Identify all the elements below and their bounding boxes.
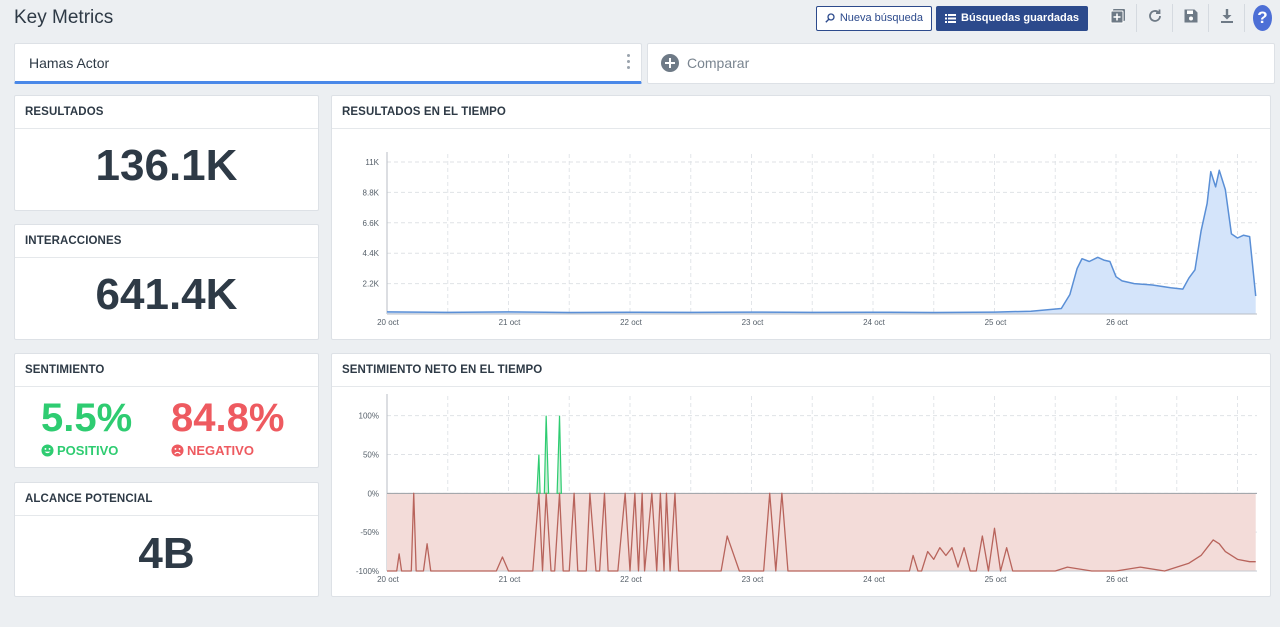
reach-value: 4B xyxy=(138,529,195,578)
x-tick-label: 23 oct xyxy=(742,575,765,584)
positive-peak xyxy=(556,415,562,494)
results-title: RESULTADOS xyxy=(15,96,318,129)
results-over-time-chart: 2.2K 4.4K 6.6K 8.8K 11K 20 oct 21 oct 22 oct 23 … xyxy=(363,152,1257,327)
download-icon xyxy=(1219,8,1235,29)
positive-peak xyxy=(536,454,541,494)
frown-icon xyxy=(171,444,184,457)
saved-searches-button[interactable]: Búsquedas guardadas xyxy=(936,5,1088,31)
query-tab-primary[interactable]: Hamas Actor xyxy=(14,43,642,84)
new-search-button[interactable]: Nueva búsqueda xyxy=(815,5,933,31)
page-title: Key Metrics xyxy=(14,7,114,28)
negative-label: NEGATIVO xyxy=(187,443,254,458)
new-search-label: Nueva búsqueda xyxy=(839,12,924,24)
sentiment-line xyxy=(387,492,1256,572)
negative-area xyxy=(387,493,1256,571)
x-tick-label: 25 oct xyxy=(985,318,1008,327)
x-tick-label: 21 oct xyxy=(499,575,522,584)
x-tick-label: 26 oct xyxy=(1106,575,1129,584)
sentiment-chart-title: SENTIMIENTO NETO EN EL TIEMPO xyxy=(332,354,1270,387)
negative-value: 84.8% xyxy=(171,396,285,440)
results-over-time-card: RESULTADOS EN EL TIEMPO 2.2K 4.4K 6.6K 8.8K… xyxy=(331,95,1271,340)
search-icon xyxy=(825,13,835,23)
results-card: RESULTADOS 136.1K xyxy=(14,95,319,211)
interactions-value: 641.4K xyxy=(95,270,238,319)
reach-title: ALCANCE POTENCIAL xyxy=(15,483,318,516)
header-actions: Nueva búsqueda Búsquedas guardadas xyxy=(815,4,1280,32)
x-tick-label: 22 oct xyxy=(620,575,643,584)
reach-card: ALCANCE POTENCIAL 4B xyxy=(14,482,319,597)
y-tick-label: 100% xyxy=(359,412,379,421)
positive-label: POSITIVO xyxy=(57,443,119,458)
y-tick-label: 2.2K xyxy=(363,280,380,289)
add-widget-icon xyxy=(1110,8,1126,29)
results-value: 136.1K xyxy=(95,141,238,190)
saved-searches-label: Búsquedas guardadas xyxy=(961,12,1079,24)
sentiment-card: SENTIMIENTO 5.5% 84.8% POSITIVO NEGATIVO xyxy=(14,353,319,468)
add-widget-button[interactable] xyxy=(1100,4,1136,32)
y-tick-label: 0% xyxy=(367,489,379,498)
y-tick-label: 4.4K xyxy=(363,249,380,258)
sentiment-over-time-chart: -100% -50% 0% 50% 100% 20 oct 21 oct 22 oct 23 o… xyxy=(356,394,1257,584)
x-tick-label: 23 oct xyxy=(742,318,765,327)
more-options-icon[interactable] xyxy=(627,54,631,69)
sentiment-title: SENTIMIENTO xyxy=(15,354,318,387)
x-tick-label: 20 oct xyxy=(377,318,400,327)
x-tick-label: 22 oct xyxy=(620,318,643,327)
help-button[interactable]: ? xyxy=(1244,4,1280,32)
plus-circle-icon xyxy=(660,53,680,78)
interactions-card: INTERACCIONES 641.4K xyxy=(14,224,319,340)
results-line xyxy=(386,169,1257,314)
help-icon: ? xyxy=(1253,5,1272,31)
save-icon xyxy=(1183,8,1199,29)
sentiment-over-time-card: SENTIMIENTO NETO EN EL TIEMPO -100% -50% 0… xyxy=(331,353,1271,597)
x-tick-label: 24 oct xyxy=(863,575,886,584)
y-tick-label: 11K xyxy=(365,158,379,167)
x-tick-label: 26 oct xyxy=(1106,318,1129,327)
compare-label: Comparar xyxy=(687,55,750,71)
smile-icon xyxy=(41,444,54,457)
positive-peak xyxy=(543,415,550,494)
results-chart-title: RESULTADOS EN EL TIEMPO xyxy=(332,96,1270,129)
y-tick-label: 50% xyxy=(363,450,379,459)
positive-value: 5.5% xyxy=(41,396,133,440)
results-area xyxy=(387,170,1256,314)
y-tick-label: -50% xyxy=(360,528,379,537)
x-tick-label: 24 oct xyxy=(863,318,886,327)
x-tick-label: 20 oct xyxy=(377,575,400,584)
save-button[interactable] xyxy=(1172,4,1208,32)
compare-button[interactable]: Comparar xyxy=(647,43,1275,84)
refresh-icon xyxy=(1147,8,1163,29)
x-tick-label: 25 oct xyxy=(985,575,1008,584)
negative-indicator: NEGATIVO xyxy=(171,443,254,458)
x-tick-label: 21 oct xyxy=(499,318,522,327)
download-button[interactable] xyxy=(1208,4,1244,32)
refresh-button[interactable] xyxy=(1136,4,1172,32)
interactions-title: INTERACCIONES xyxy=(15,225,318,258)
list-icon xyxy=(945,13,957,23)
y-tick-label: -100% xyxy=(356,567,379,576)
positive-indicator: POSITIVO xyxy=(41,443,118,458)
y-tick-label: 8.8K xyxy=(363,188,380,197)
query-label: Hamas Actor xyxy=(29,55,110,71)
y-tick-label: 6.6K xyxy=(363,219,380,228)
